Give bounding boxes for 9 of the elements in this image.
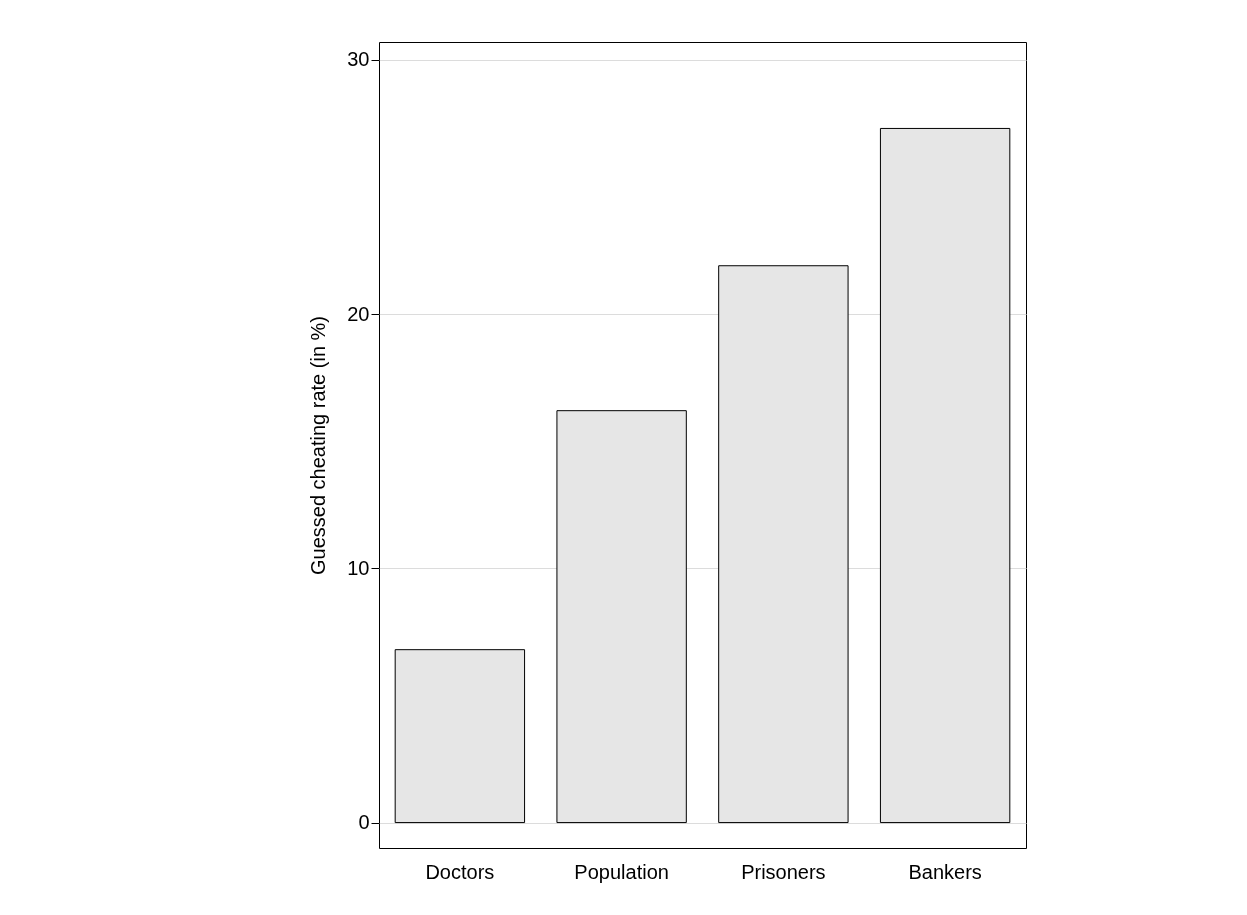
y-tick-label: 30 xyxy=(347,48,370,71)
x-tick-label: Doctors xyxy=(425,860,495,883)
x-tick-label: Population xyxy=(574,860,669,883)
y-tick-label: 20 xyxy=(347,302,370,325)
y-tick-label: 0 xyxy=(358,811,370,834)
y-tick-label: 10 xyxy=(347,556,370,579)
y-axis-title: Guessed cheating rate (in %) xyxy=(307,315,330,576)
x-tick-label: Prisoners xyxy=(741,860,826,883)
x-tick-label: Bankers xyxy=(908,860,982,883)
